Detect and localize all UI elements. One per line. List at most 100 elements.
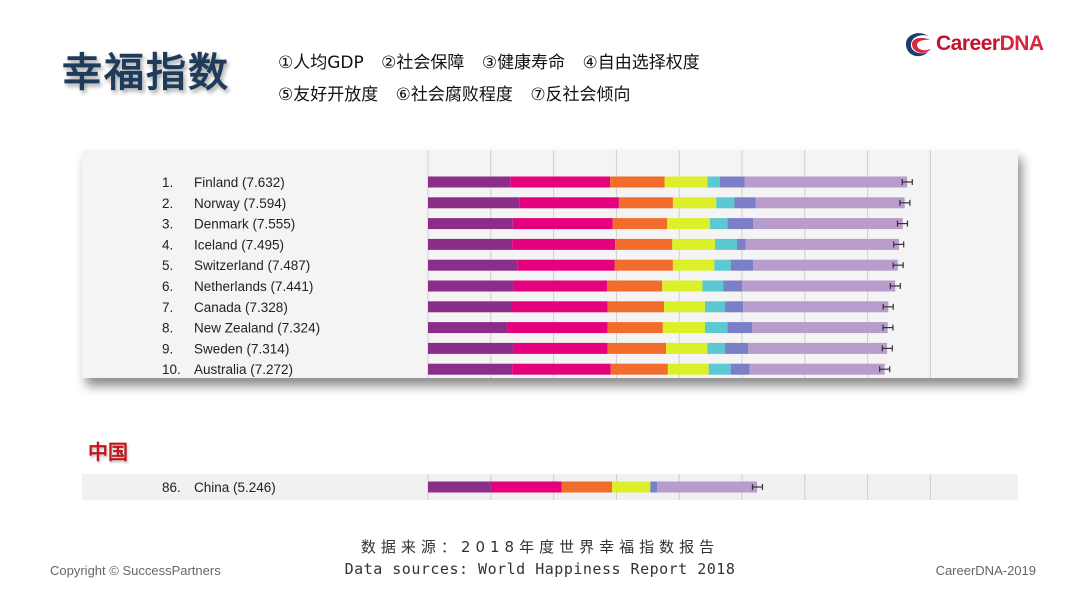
bar-segment [428,259,518,271]
bar-segment [561,481,613,493]
country-label: Denmark (7.555) [194,217,295,232]
bar-segment [428,218,513,230]
rank-number: 10. [162,362,181,377]
bar-segment [607,342,667,354]
careerdna-logo-text: CareerDNA [936,32,1044,55]
bar-segment [512,363,611,375]
bar-segment [511,301,608,313]
bar-segment [749,363,885,375]
bar-segment [513,280,607,292]
bar-segment [428,363,513,375]
error-bar [892,262,904,269]
error-bar [751,484,764,490]
bar-segment [428,301,512,313]
country-label: Switzerland (7.487) [194,258,310,273]
bar-segment [742,280,896,292]
factor-legend: ①人均GDP ②社会保障 ③健康寿命 ④自由选择权度 ⑤友好开放度 ⑥社会腐败程… [278,50,712,114]
china-chart-panel: 86. China (5.246) [82,474,1018,500]
bar-segment [664,176,708,188]
bar-segment [428,322,508,334]
top10-stacked-bar-chart: 1. Finland (7.632) 2. Norway (7.594) 3. Denma… [162,150,931,378]
bar-segment [428,238,513,250]
bar-segment [662,322,705,334]
bar-segment [714,259,731,271]
error-bar [899,199,911,206]
bar-segment [734,197,756,209]
rank-number: 3. [162,217,173,232]
rank-number: 86. [162,480,181,495]
bar-segment [428,481,491,493]
country-label: Finland (7.632) [194,175,285,190]
legend-row-1: ①人均GDP ②社会保障 ③健康寿命 ④自由选择权度 [278,50,712,82]
careerdna-logo: CareerDNA [900,28,1044,60]
legend-item-life-expectancy: ③健康寿命 [481,53,566,73]
bar-segment [612,481,651,493]
bar-segment [730,259,754,271]
error-bar [889,283,901,289]
bar-segment [513,342,608,354]
rank-number: 1. [162,175,173,190]
bar-segment [672,238,715,250]
legend-item-generosity: ⑤友好开放度 [278,85,379,105]
bar-segment [672,197,717,209]
bar-segment [716,197,735,209]
country-label: Netherlands (7.441) [194,279,313,294]
error-bar [882,324,894,331]
country-label: Sweden (7.314) [194,341,289,356]
bar-segment [657,481,758,493]
bar-segment [708,363,731,375]
bar-segment [704,301,726,313]
bar-segment [610,363,668,375]
bar-segment [744,176,908,188]
rank-number: 9. [162,341,173,356]
bar-segment [490,481,562,493]
data-source-en: Data sources: World Happiness Report 201… [344,560,736,578]
error-bar [879,366,891,373]
bar-segment [618,197,673,209]
bar-segment [606,280,663,292]
bar-segment [753,259,898,271]
bar-segment [709,218,728,230]
china-section-title: 中国 [88,440,128,464]
legend-item-social-support: ②社会保障 [381,53,465,73]
bar-segment [610,176,665,188]
bar-segment [667,363,709,375]
bar-segment [650,481,658,493]
bar-segment [512,238,616,250]
footer-brand-year: CareerDNA-2019 [935,563,1036,578]
rank-number: 5. [162,258,173,273]
bar-segment [510,176,611,188]
page-title: 幸福指数 [62,50,230,96]
error-bar [901,179,913,185]
bar-segment [743,301,889,313]
bar-segment [704,322,728,334]
legend-item-freedom: ④自由选择权度 [582,53,700,73]
country-label: Canada (7.328) [194,300,288,315]
bar-segment [607,322,663,334]
bar-segment [720,176,745,188]
bar-segment [664,301,705,313]
error-bar [881,345,893,352]
bar-segment [702,280,724,292]
legend-item-corruption: ⑥社会腐败程度 [395,85,513,105]
country-label: Norway (7.594) [194,196,286,211]
bar-segment [507,322,608,334]
bar-segment [428,176,511,188]
legend-item-dystopia: ⑦反社会倾向 [530,85,631,105]
country-label: Australia (7.272) [194,362,293,377]
bar-segment [707,176,721,188]
bar-segment [714,238,737,250]
legend-row-2: ⑤友好开放度 ⑥社会腐败程度 ⑦反社会倾向 [278,82,712,114]
rank-number: 7. [162,300,173,315]
data-source-cn: 数据来源：2018年度世界幸福指数报告 [360,538,720,556]
bar-segment [725,301,744,313]
bar-segment [748,342,888,354]
bar-segment [730,363,750,375]
bar-segment [607,301,665,313]
bar-segment [614,259,673,271]
error-bar [882,303,894,310]
bar-segment [512,218,613,230]
bar-segment [745,238,899,250]
bar-segment [428,280,514,292]
rank-number: 6. [162,279,173,294]
